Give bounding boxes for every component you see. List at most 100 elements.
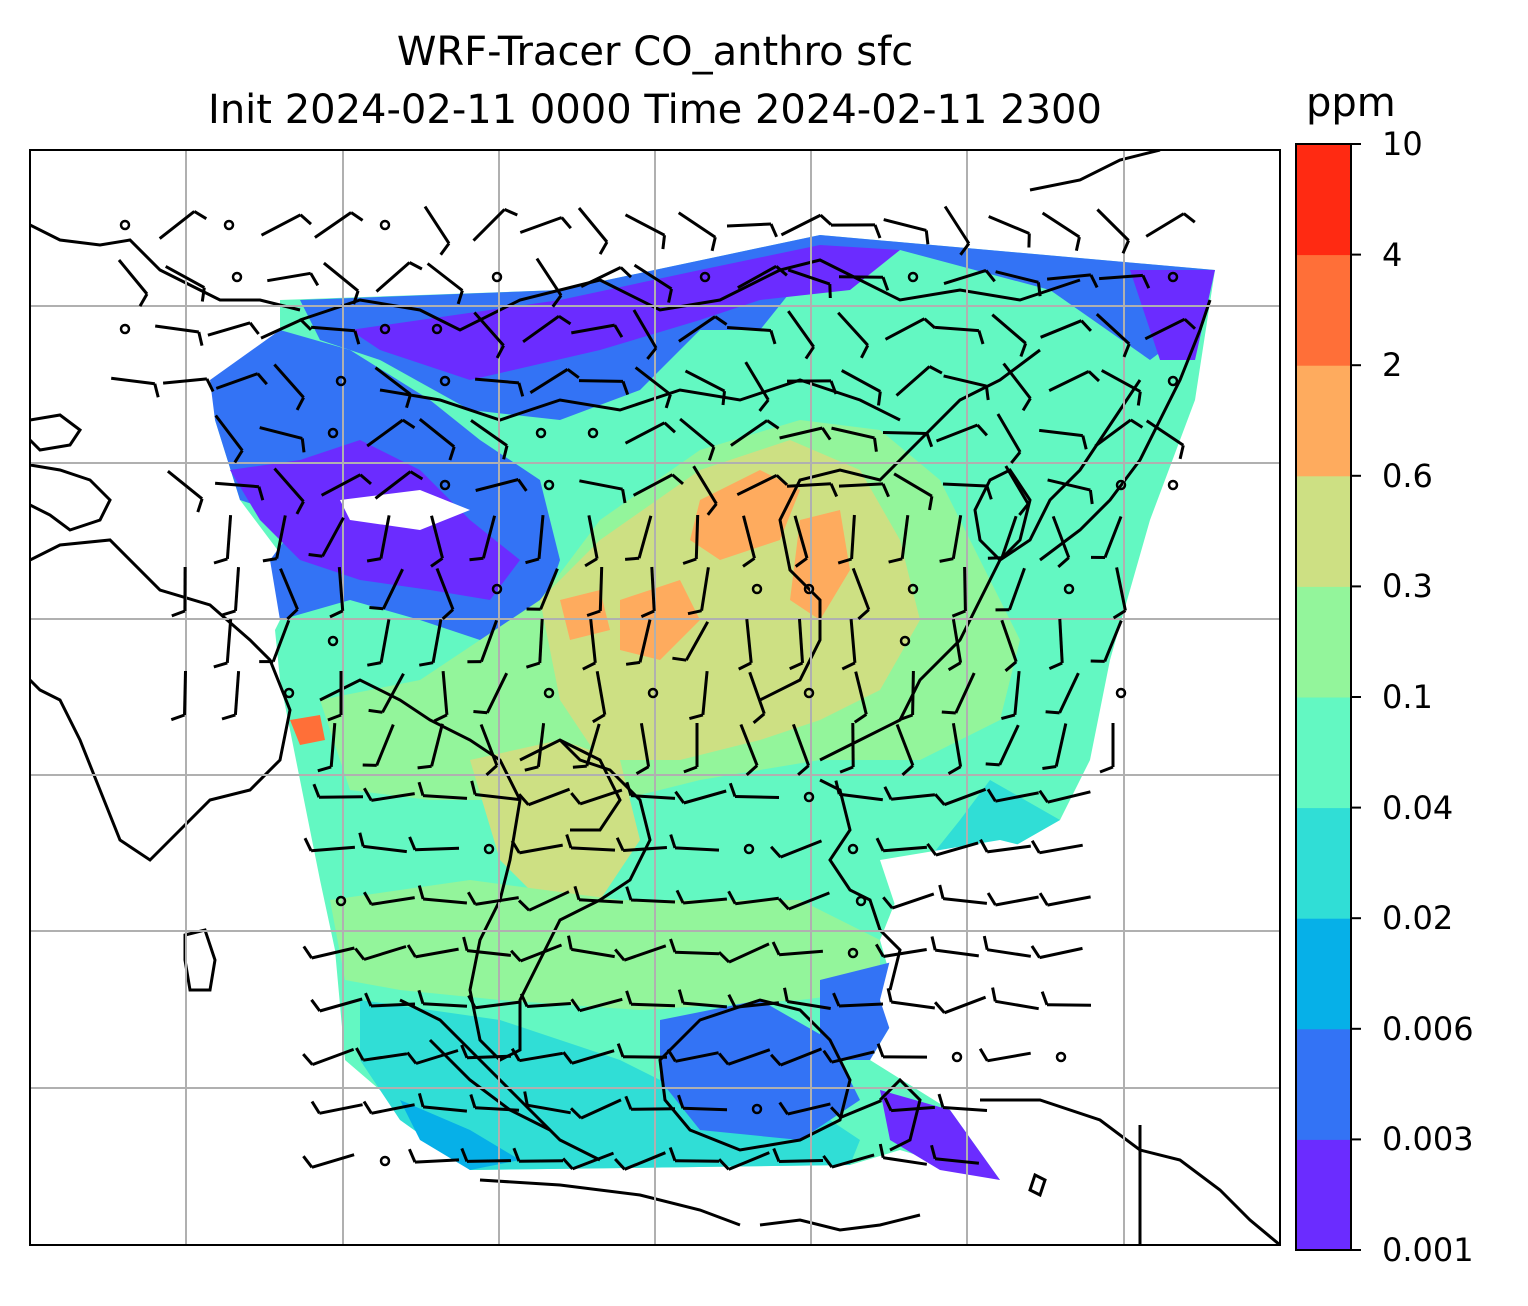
calm-wind-marker [535, 427, 547, 439]
wind-barb-feather [928, 495, 934, 511]
wind-barb-shaft [1145, 419, 1185, 447]
wind-barb-shaft [1096, 208, 1130, 242]
wind-barb-shaft [570, 846, 616, 852]
wind-barb-shaft [637, 515, 653, 559]
wind-barb-feather [977, 330, 985, 345]
wind-barb-feather [460, 1044, 469, 1059]
wind-barb-shaft [431, 619, 443, 663]
wind-barb-shaft [840, 1099, 882, 1119]
colorbar-band [1296, 1139, 1351, 1251]
wind-barb-feather [1042, 765, 1057, 770]
wind-barb-shaft [578, 898, 624, 904]
wind-barb-shaft [430, 515, 444, 559]
wind-barb-feather [213, 661, 228, 669]
wind-barb-feather [1080, 319, 1092, 332]
colorbar-tick-label: 0.6 [1382, 456, 1433, 495]
wind-barb-shaft [371, 792, 415, 802]
colorbar-band [1296, 1028, 1351, 1140]
colorbar-band [1296, 254, 1351, 366]
wind-barb-feather [985, 762, 1000, 767]
wind-barb-feather [448, 446, 456, 461]
wind-barb-shaft [694, 514, 700, 560]
wind-barb-shaft [943, 205, 971, 245]
wind-barb-shaft [370, 1002, 416, 1008]
wind-barb-shaft [535, 257, 563, 297]
wind-barb-shaft [735, 896, 779, 906]
wind-barb-feather [707, 446, 716, 461]
wind-barb-shaft [475, 896, 519, 906]
wind-barb-feather [728, 782, 737, 798]
wind-barb-feather [350, 211, 364, 222]
colorbar [1295, 143, 1361, 1251]
wind-barb-feather [883, 1097, 893, 1112]
wind-barb-shaft [1040, 319, 1082, 339]
wind-barb-feather [668, 1146, 677, 1162]
wind-barb-shaft [622, 846, 668, 852]
wind-barb-feather [875, 943, 885, 958]
wind-barb-feather [565, 834, 573, 849]
calm-wind-marker [907, 583, 919, 595]
wind-barb-feather [353, 330, 361, 345]
colorbar-tick-label: 0.04 [1382, 788, 1454, 827]
wind-barb-shaft [371, 1103, 415, 1115]
wind-barb-feather [666, 1048, 677, 1063]
wind-barb-shaft [183, 670, 187, 716]
wind-barb-shaft [942, 482, 988, 488]
wind-barb-shaft [260, 318, 302, 340]
wind-barb-shaft [701, 670, 709, 716]
wind-barb-feather [369, 606, 384, 611]
wind-barb-shaft [791, 723, 811, 767]
wind-barb-feather [925, 432, 934, 448]
wind-barb-shaft [166, 470, 204, 500]
wind-barb-shaft [728, 942, 770, 964]
wind-barb-feather [303, 837, 313, 852]
calm-wind-marker [743, 843, 755, 855]
wind-barb-feather [689, 713, 704, 721]
calm-wind-marker [1115, 479, 1127, 491]
wind-barb-shaft [466, 1054, 512, 1060]
wind-barb-shaft [634, 366, 672, 396]
wind-barb-feather [839, 765, 854, 774]
wind-barb-shaft [275, 515, 287, 559]
wind-barb-shaft [374, 470, 412, 500]
wind-barb-feather [924, 230, 930, 245]
wind-barb-feather [406, 944, 417, 958]
wind-barb-feather [783, 987, 789, 1002]
wind-barb-shaft [310, 325, 356, 333]
wind-barb-feather [408, 1148, 417, 1163]
wind-barb-feather [789, 661, 804, 671]
wind-barb-feather [1019, 342, 1028, 358]
wind-barb-shaft [418, 418, 456, 448]
wind-barb-shaft [234, 566, 240, 612]
wind-barb-shaft [259, 426, 303, 440]
wind-barb-feather [248, 321, 260, 335]
wind-barb-feather [778, 1101, 789, 1115]
wind-barb-shaft [991, 313, 1027, 345]
wind-barb-feather [828, 284, 832, 299]
wind-barb-shaft [934, 1157, 980, 1165]
map-title: WRF-Tracer CO_anthro sfc [396, 29, 914, 75]
wind-barb-feather [503, 208, 518, 217]
wind-barb-shaft [1004, 465, 1030, 505]
wind-barb-feather [364, 992, 373, 1007]
wind-barb-feather [822, 1155, 834, 1168]
wind-barb-shaft [1002, 362, 1032, 400]
wind-barb-shaft [736, 473, 778, 497]
wind-barb-feather [363, 891, 373, 906]
wind-barb-shaft [788, 891, 830, 911]
wind-barb-feather [221, 713, 236, 721]
calm-wind-marker [699, 271, 711, 283]
wind-barb-feather [721, 390, 726, 406]
wind-barb-shaft [895, 365, 931, 397]
wind-barb-feather [359, 473, 372, 486]
wind-barb-shaft [267, 271, 311, 283]
wind-barb-shaft [943, 374, 987, 388]
wind-barb-shaft [1008, 567, 1026, 611]
calm-wind-marker [847, 843, 859, 855]
wind-barb-shaft [986, 948, 1032, 958]
wind-barb-shaft [786, 482, 832, 488]
wind-barb-feather [669, 938, 677, 953]
wind-barb-shaft [260, 213, 302, 237]
wind-barb-shaft [577, 207, 609, 243]
wind-barb-shaft [375, 261, 411, 293]
